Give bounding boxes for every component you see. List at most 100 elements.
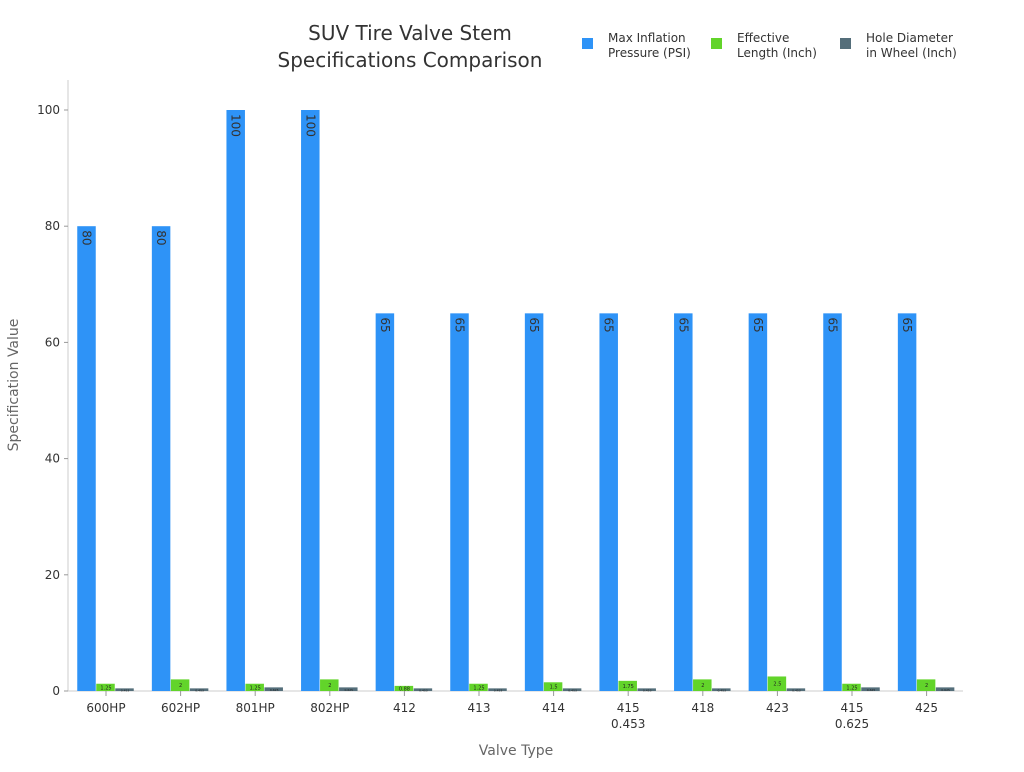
bar-2[interactable] [264,687,283,691]
bar-0[interactable] [674,313,693,691]
bar-2[interactable] [488,688,507,691]
bar-2[interactable] [861,687,880,691]
y-tick-label: 0 [52,684,60,698]
y-axis-label: Specification Value [6,319,22,452]
data-label: 2 [925,683,928,689]
x-tick-label: 418 [691,701,714,715]
data-label: 1.25 [846,685,857,691]
legend-label[interactable]: Pressure (PSI) [608,46,691,60]
bar-2[interactable] [189,688,209,691]
bar-1[interactable] [394,685,414,691]
bar-1[interactable] [96,683,115,691]
x-tick-label: 415 [841,701,864,715]
x-tick-label: 415 [617,701,640,715]
bar-1[interactable] [916,679,936,691]
bar-1[interactable] [842,683,861,691]
bar-0[interactable] [524,313,544,691]
chart-title: Specifications Comparison [278,48,543,72]
x-tick-label: 414 [542,701,565,715]
data-label: 1.25 [250,685,261,691]
x-tick-label: 0.453 [611,717,645,731]
bar-0[interactable] [77,226,96,691]
bar-0[interactable] [748,313,768,691]
bar-1[interactable] [320,679,339,691]
y-tick-label: 100 [37,103,60,117]
bar-2[interactable] [562,688,582,691]
data-label: 0.453 [643,689,652,693]
bar-2[interactable] [637,688,656,691]
bar-0[interactable] [226,110,245,691]
bar-1[interactable] [767,676,787,691]
legend-swatch[interactable] [711,38,722,49]
legend-label[interactable]: Effective [737,31,789,45]
data-label: 65 [900,317,914,332]
data-label: 100 [229,114,243,137]
bar-2[interactable] [339,687,358,691]
data-label: 0.453 [718,689,727,693]
data-label: 65 [751,317,765,332]
data-label: 100 [303,114,317,137]
data-label: 2.5 [773,682,781,688]
data-label: 1.25 [100,685,111,691]
x-tick-label: 602HP [161,701,200,715]
legend-label[interactable]: in Wheel (Inch) [866,46,957,60]
data-label: 65 [378,317,392,332]
bar-2[interactable] [935,687,955,691]
data-label: 0.453 [121,689,130,693]
bar-0[interactable] [823,313,842,691]
bar-1[interactable] [693,679,712,691]
x-tick-label: 801HP [236,701,275,715]
y-tick-label: 80 [45,219,60,233]
bar-0[interactable] [599,313,618,691]
legend-label[interactable]: Length (Inch) [737,46,817,60]
data-label: 65 [826,317,840,332]
x-tick-label: 413 [468,701,491,715]
y-tick-label: 40 [45,452,60,466]
data-label: 1.5 [550,685,558,691]
legend-label[interactable]: Hole Diameter [866,31,953,45]
bar-1[interactable] [543,682,563,691]
x-tick-label: 802HP [310,701,349,715]
bar-1[interactable] [170,679,190,691]
x-tick-label: 425 [915,701,938,715]
data-label: 65 [453,317,467,332]
bar-2[interactable] [115,688,134,691]
bar-0[interactable] [151,226,171,691]
bar-2[interactable] [413,688,433,691]
data-label: 65 [602,317,616,332]
data-label: 80 [80,230,94,245]
data-label: 1.75 [623,684,634,690]
chart-title: SUV Tire Valve Stem [308,21,512,45]
bar-2[interactable] [712,688,731,691]
legend-label[interactable]: Max Inflation [608,31,686,45]
data-label: 0.88 [399,686,410,692]
data-label: 2 [701,683,704,689]
y-tick-label: 60 [45,335,60,349]
legend-swatch[interactable] [840,38,851,49]
data-label: 65 [676,317,690,332]
bar-0[interactable] [301,110,320,691]
data-label: 0.453 [792,689,801,693]
data-label: 2 [328,683,331,689]
data-label: 0.453 [494,689,503,693]
bar-1[interactable] [469,683,488,691]
bar-2[interactable] [786,688,806,691]
x-tick-label: 423 [766,701,789,715]
bar-1[interactable] [245,683,264,691]
bar-0[interactable] [450,313,469,691]
data-label: 0.453 [195,689,204,693]
bar-1[interactable] [618,680,637,691]
x-tick-label: 0.625 [835,717,869,731]
y-tick-label: 20 [45,568,60,582]
x-tick-label: 412 [393,701,416,715]
bar-0[interactable] [897,313,917,691]
data-label: 0.453 [568,689,577,693]
data-label: 65 [527,317,541,332]
data-label: 0.453 [419,689,428,693]
bar-0[interactable] [375,313,395,691]
x-axis-label: Valve Type [479,743,553,759]
legend-swatch[interactable] [582,38,593,49]
data-label: 80 [154,230,168,245]
